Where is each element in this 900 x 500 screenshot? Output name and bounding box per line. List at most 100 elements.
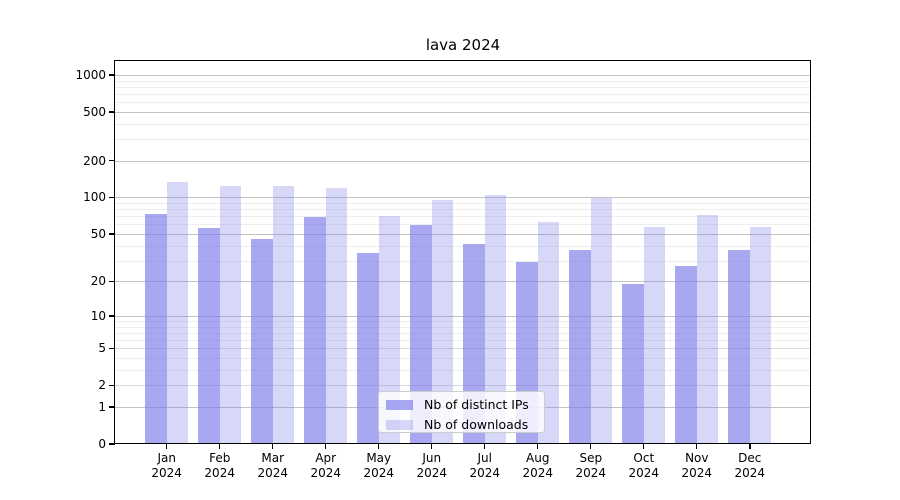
- bar-jan-distinct-ips: [145, 214, 167, 444]
- x-tick-month: Sep: [579, 451, 603, 465]
- x-tick-year: 2024: [151, 466, 182, 480]
- gridline-minor: [115, 358, 811, 360]
- bar-jun-distinct-ips: [410, 225, 432, 444]
- gridline-major: [115, 348, 811, 350]
- bar-oct-downloads: [643, 227, 666, 444]
- x-axis-tick-mark: [590, 444, 592, 449]
- x-axis-tick-mark: [696, 444, 698, 449]
- x-axis-tick-mark: [166, 444, 168, 449]
- legend-swatch-distinct-ips: [386, 399, 413, 410]
- bar-mar-distinct-ips: [251, 239, 273, 444]
- x-axis-tick-label: Nov 2024: [669, 451, 725, 481]
- bar-jan-downloads: [166, 182, 189, 444]
- gridline-minor: [115, 123, 811, 125]
- y-axis-tick-label: 50: [90, 226, 106, 241]
- y-axis-tick-label: 2: [98, 378, 106, 393]
- x-tick-month: Dec: [738, 451, 762, 465]
- bar-sep-distinct-ips: [569, 249, 591, 444]
- x-tick-month: May: [366, 451, 392, 465]
- gridline-major: [115, 197, 811, 199]
- gridline-minor: [115, 86, 811, 88]
- y-axis-tick-mark: [109, 160, 115, 162]
- y-axis-tick-mark: [109, 406, 115, 408]
- gridline-major: [115, 233, 811, 235]
- bar-mar-downloads: [272, 186, 295, 444]
- x-axis-tick-mark: [378, 444, 380, 449]
- gridline-minor: [115, 321, 811, 322]
- gridline-minor: [115, 369, 811, 371]
- y-axis-tick-mark: [109, 233, 115, 235]
- x-tick-month: Nov: [685, 451, 709, 465]
- gridline-minor: [115, 216, 811, 218]
- y-axis-tick-label: 200: [83, 153, 106, 168]
- x-axis-tick-label: Jan 2024: [139, 451, 195, 481]
- x-axis-tick-label: Dec 2024: [722, 451, 778, 481]
- y-axis-tick-label: 5: [98, 341, 106, 356]
- bar-apr-distinct-ips: [304, 217, 326, 444]
- y-axis-tick-label: 10: [90, 308, 106, 323]
- y-axis-tick-mark: [109, 315, 115, 317]
- y-axis-tick-mark: [109, 347, 115, 349]
- x-tick-year: 2024: [257, 466, 288, 480]
- x-tick-month: Jan: [157, 451, 176, 465]
- gridline-minor: [115, 102, 811, 104]
- bar-feb-downloads: [219, 185, 242, 444]
- x-tick-month: Jul: [477, 451, 492, 465]
- gridline-major: [115, 74, 811, 76]
- gridline-minor: [115, 326, 811, 328]
- bar-jun-downloads: [431, 200, 454, 444]
- gridline-minor: [115, 340, 811, 342]
- bar-oct-distinct-ips: [622, 283, 644, 444]
- legend-swatch-downloads: [386, 419, 413, 430]
- chart-title: lava 2024: [425, 36, 501, 54]
- bar-nov-distinct-ips: [675, 265, 697, 444]
- bar-may-distinct-ips: [357, 252, 379, 444]
- x-tick-year: 2024: [469, 466, 501, 480]
- x-axis-tick-mark: [643, 444, 645, 449]
- gridline-minor: [115, 245, 811, 247]
- gridline-minor: [115, 93, 811, 95]
- y-axis-tick-label: 100: [83, 190, 106, 205]
- y-axis-tick-label: 500: [83, 104, 106, 119]
- x-axis-tick-mark: [431, 444, 433, 449]
- x-tick-year: 2024: [734, 466, 766, 480]
- x-axis-tick-label: Sep 2024: [563, 451, 619, 481]
- legend: Nb of distinct IPs Nb of downloads: [378, 391, 545, 433]
- gridline-minor: [115, 203, 811, 205]
- gridline-minor: [115, 80, 811, 82]
- gridline-major: [115, 111, 811, 113]
- y-axis-tick-mark: [109, 196, 115, 199]
- x-axis-tick-mark: [749, 444, 751, 449]
- bar-feb-distinct-ips: [198, 228, 220, 444]
- gridline-minor: [115, 260, 811, 262]
- x-axis-tick-mark: [325, 444, 327, 449]
- y-axis-tick-mark: [109, 443, 115, 445]
- x-axis-tick-label: Feb 2024: [192, 451, 248, 481]
- plot-area: [115, 61, 811, 444]
- gridline-major: [115, 315, 811, 317]
- x-tick-month: Apr: [315, 451, 337, 465]
- y-axis-tick-label: 20: [90, 274, 106, 289]
- gridline-minor: [115, 209, 811, 211]
- x-tick-year: 2024: [416, 466, 448, 480]
- y-axis-tick-mark: [109, 111, 115, 113]
- legend-item-distinct-ips: Nb of distinct IPs: [386, 396, 544, 413]
- legend-label-downloads: Nb of downloads: [424, 417, 529, 432]
- x-tick-year: 2024: [522, 466, 554, 480]
- y-axis-tick-mark: [109, 384, 115, 386]
- x-axis-tick-label: Mar 2024: [245, 451, 301, 481]
- x-tick-year: 2024: [628, 466, 660, 480]
- gridline-major: [115, 160, 811, 162]
- bar-sep-downloads: [590, 198, 613, 444]
- bar-apr-downloads: [325, 187, 348, 444]
- x-axis-tick-label: Aug 2024: [510, 451, 566, 481]
- bar-dec-distinct-ips: [728, 249, 750, 444]
- x-axis-tick-label: Jun 2024: [404, 451, 460, 481]
- x-tick-year: 2024: [575, 466, 607, 480]
- x-tick-year: 2024: [681, 466, 713, 480]
- x-axis-tick-label: May 2024: [351, 451, 407, 481]
- bar-may-downloads: [378, 215, 401, 444]
- x-axis-tick-label: Jul 2024: [457, 451, 513, 481]
- x-tick-month: Mar: [261, 451, 285, 465]
